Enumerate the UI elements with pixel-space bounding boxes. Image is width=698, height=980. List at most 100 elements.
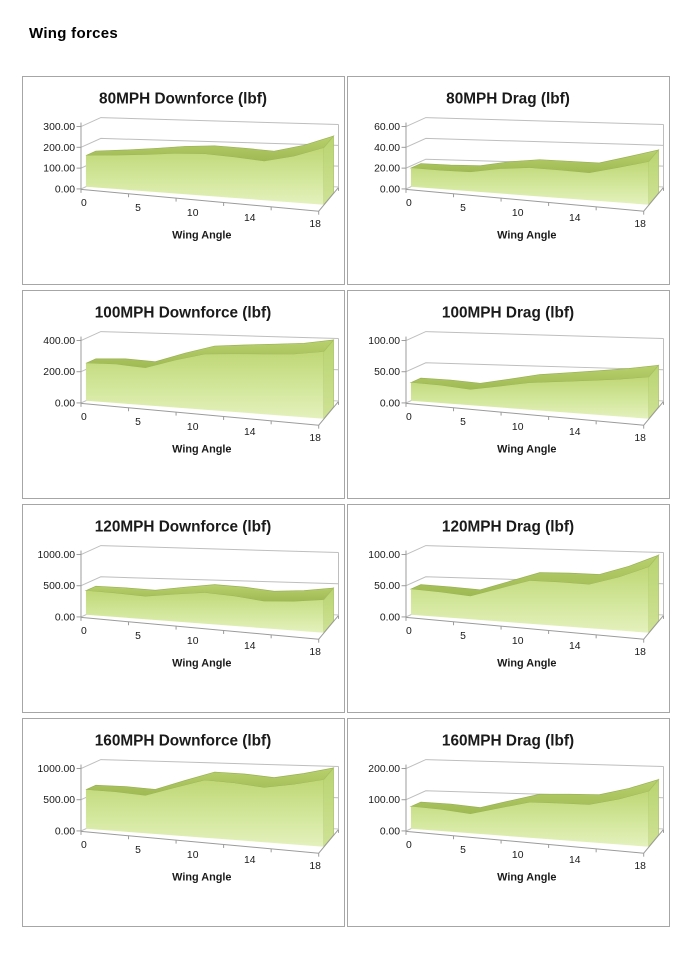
- y-tick-label: 50.00: [374, 581, 400, 592]
- chart-cell-160mph-downforce-lbf[interactable]: 160MPH Downforce (lbf) 0.00 500.00 1000.00 0…: [22, 718, 345, 927]
- chart-title: 80MPH Drag (lbf): [446, 91, 570, 108]
- x-tick-label: 5: [135, 203, 141, 214]
- y-tick-label: 1000.00: [38, 764, 76, 775]
- chart-cell-80mph-drag-lbf[interactable]: 80MPH Drag (lbf) 0.00 20.00 40.00 60.00 0 5 10 1…: [347, 76, 670, 285]
- x-tick-label: 5: [460, 203, 466, 214]
- y-tick-label: 0.00: [380, 612, 400, 623]
- x-tick-label: 10: [512, 422, 524, 433]
- gridline: [80, 117, 339, 127]
- x-tick-label: 5: [460, 631, 466, 642]
- x-tick-label: 18: [309, 219, 321, 230]
- x-axis-title: Wing Angle: [497, 443, 556, 455]
- chart-cell-100mph-downforce-lbf[interactable]: 100MPH Downforce (lbf) 0.00 200.00 400.00 0 5…: [22, 290, 345, 499]
- y-tick-label: 300.00: [43, 122, 75, 133]
- x-tick-label: 0: [81, 626, 87, 637]
- x-tick-label: 5: [460, 417, 466, 428]
- y-tick-label: 200.00: [368, 764, 400, 775]
- x-tick-label: 0: [406, 626, 412, 637]
- x-tick-label: 10: [187, 636, 199, 647]
- gridline: [405, 331, 664, 341]
- y-tick-label: 200.00: [43, 367, 75, 378]
- chart-svg: 100MPH Drag (lbf) 0.00 50.00 100.00 0 5 10 14 18…: [368, 305, 664, 455]
- chart-title: 120MPH Drag (lbf): [442, 519, 574, 536]
- gridline: [80, 759, 339, 769]
- chart-svg: 100MPH Downforce (lbf) 0.00 200.00 400.00 0 5…: [43, 305, 339, 455]
- chart-svg: 160MPH Drag (lbf) 0.00 100.00 200.00 0 5 10 14 1…: [368, 733, 664, 883]
- y-tick-label: 60.00: [374, 122, 400, 133]
- y-tick-label: 500.00: [43, 581, 75, 592]
- y-tick-label: 100.00: [43, 164, 75, 175]
- x-tick-label: 10: [187, 422, 199, 433]
- chart-cell-120mph-drag-lbf[interactable]: 120MPH Drag (lbf) 0.00 50.00 100.00 0 5 10 14 18…: [347, 504, 670, 713]
- gridline: [80, 137, 339, 148]
- chart-title: 80MPH Downforce (lbf): [99, 91, 267, 108]
- x-tick-label: 14: [244, 427, 256, 438]
- x-tick-label: 10: [187, 850, 199, 861]
- chart-svg: 160MPH Downforce (lbf) 0.00 500.00 1000.00 0…: [38, 733, 339, 883]
- y-tick-label: 0.00: [380, 184, 400, 195]
- x-axis-title: Wing Angle: [172, 657, 231, 669]
- area-end-cap: [648, 554, 659, 634]
- chart-svg: 80MPH Downforce (lbf) 0.00 100.00 200.00 300…: [43, 91, 339, 241]
- category-axis: [405, 401, 664, 426]
- area-front-face: [410, 791, 649, 847]
- x-axis-title: Wing Angle: [497, 229, 556, 241]
- area-end-cap: [323, 338, 334, 420]
- y-tick-label: 500.00: [43, 795, 75, 806]
- x-tick-label: 14: [244, 855, 256, 866]
- x-tick-label: 14: [569, 213, 581, 224]
- y-tick-label: 0.00: [380, 826, 400, 837]
- y-tick-label: 0.00: [55, 826, 75, 837]
- gridline: [405, 759, 664, 769]
- y-tick-label: 0.00: [55, 398, 75, 409]
- area-front-face: [85, 590, 324, 633]
- y-tick-label: 200.00: [43, 143, 75, 154]
- chart-cell-120mph-downforce-lbf[interactable]: 120MPH Downforce (lbf) 0.00 500.00 1000.00 0…: [22, 504, 345, 713]
- x-tick-label: 18: [634, 433, 646, 444]
- chart-cell-160mph-drag-lbf[interactable]: 160MPH Drag (lbf) 0.00 100.00 200.00 0 5 10 14 1…: [347, 718, 670, 927]
- x-tick-label: 18: [634, 219, 646, 230]
- area-front-face: [85, 351, 324, 419]
- x-tick-label: 14: [244, 641, 256, 652]
- chart-svg: 120MPH Drag (lbf) 0.00 50.00 100.00 0 5 10 14 18…: [368, 519, 664, 669]
- gridline: [80, 545, 339, 555]
- x-axis-title: Wing Angle: [172, 871, 231, 883]
- x-tick-label: 5: [135, 631, 141, 642]
- x-tick-label: 14: [569, 427, 581, 438]
- y-tick-label: 100.00: [368, 336, 400, 347]
- area-front-face: [410, 567, 649, 633]
- chart-cell-80mph-downforce-lbf[interactable]: 80MPH Downforce (lbf) 0.00 100.00 200.00 300…: [22, 76, 345, 285]
- x-tick-label: 18: [634, 861, 646, 872]
- area-front-face: [410, 161, 649, 205]
- chart-cell-100mph-drag-lbf[interactable]: 100MPH Drag (lbf) 0.00 50.00 100.00 0 5 10 14 18…: [347, 290, 670, 499]
- x-tick-label: 18: [634, 647, 646, 658]
- x-tick-label: 5: [460, 845, 466, 856]
- y-tick-label: 100.00: [368, 550, 400, 561]
- chart-title: 100MPH Drag (lbf): [442, 305, 574, 322]
- y-tick-label: 40.00: [374, 143, 400, 154]
- page-title: Wing forces: [29, 25, 119, 42]
- x-tick-label: 14: [244, 213, 256, 224]
- gridline: [405, 545, 664, 555]
- x-tick-label: 0: [406, 840, 412, 851]
- x-tick-label: 0: [81, 840, 87, 851]
- y-tick-label: 0.00: [55, 612, 75, 623]
- x-tick-label: 18: [309, 433, 321, 444]
- x-tick-label: 10: [512, 208, 524, 219]
- x-tick-label: 0: [406, 412, 412, 423]
- x-tick-label: 14: [569, 641, 581, 652]
- gridline: [405, 137, 664, 148]
- chart-title: 160MPH Drag (lbf): [442, 733, 574, 750]
- x-tick-label: 5: [135, 845, 141, 856]
- x-axis-title: Wing Angle: [172, 229, 231, 241]
- x-tick-label: 18: [309, 861, 321, 872]
- chart-title: 120MPH Downforce (lbf): [95, 519, 271, 536]
- area-front-face: [410, 377, 649, 419]
- y-tick-label: 0.00: [380, 398, 400, 409]
- x-tick-label: 10: [512, 636, 524, 647]
- x-tick-label: 0: [406, 198, 412, 209]
- category-axis: [80, 401, 339, 426]
- gridline: [405, 117, 664, 127]
- chart-svg: 120MPH Downforce (lbf) 0.00 500.00 1000.00 0…: [38, 519, 339, 669]
- x-tick-label: 0: [81, 198, 87, 209]
